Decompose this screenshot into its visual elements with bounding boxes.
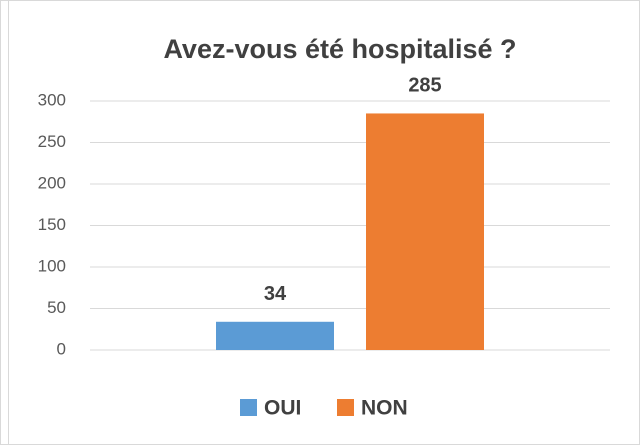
y-tick-label: 50: [47, 298, 66, 317]
y-tick-label: 100: [38, 256, 66, 275]
y-tick-label: 0: [57, 339, 66, 358]
legend-label: OUI: [264, 397, 301, 420]
legend-label: NON: [361, 397, 408, 420]
data-label: 34: [264, 283, 287, 305]
bar: [216, 321, 334, 350]
y-tick-label: 250: [38, 132, 66, 151]
data-label: 285: [408, 75, 441, 97]
y-tick-label: 150: [38, 215, 66, 234]
y-tick-label: 200: [38, 173, 66, 192]
bar: [366, 113, 484, 350]
chart-title: Avez-vous été hospitalisé ?: [163, 34, 516, 64]
legend-swatch: [337, 399, 354, 416]
y-tick-label: 300: [38, 90, 66, 109]
legend-swatch: [240, 399, 257, 416]
